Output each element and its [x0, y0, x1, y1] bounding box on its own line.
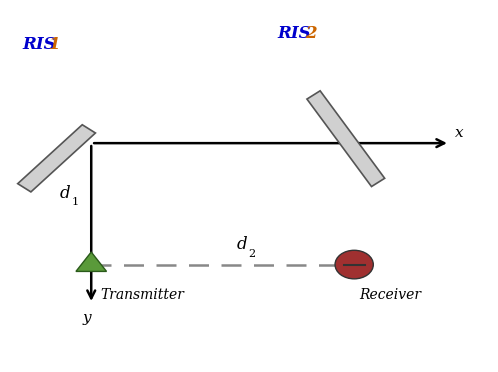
- Circle shape: [335, 250, 374, 279]
- Text: d: d: [60, 185, 70, 202]
- Text: 1: 1: [49, 36, 61, 53]
- Text: RIS: RIS: [22, 36, 61, 53]
- Polygon shape: [18, 125, 96, 192]
- Text: Transmitter: Transmitter: [101, 288, 185, 302]
- Text: x: x: [455, 126, 463, 140]
- Text: 2: 2: [305, 25, 317, 42]
- Text: y: y: [82, 311, 91, 325]
- Polygon shape: [307, 91, 384, 187]
- Text: 2: 2: [248, 249, 255, 259]
- Text: d: d: [237, 237, 247, 253]
- Text: RIS: RIS: [278, 25, 317, 42]
- Text: Receiver: Receiver: [359, 288, 421, 302]
- Polygon shape: [76, 252, 107, 272]
- Text: 1: 1: [71, 198, 78, 208]
